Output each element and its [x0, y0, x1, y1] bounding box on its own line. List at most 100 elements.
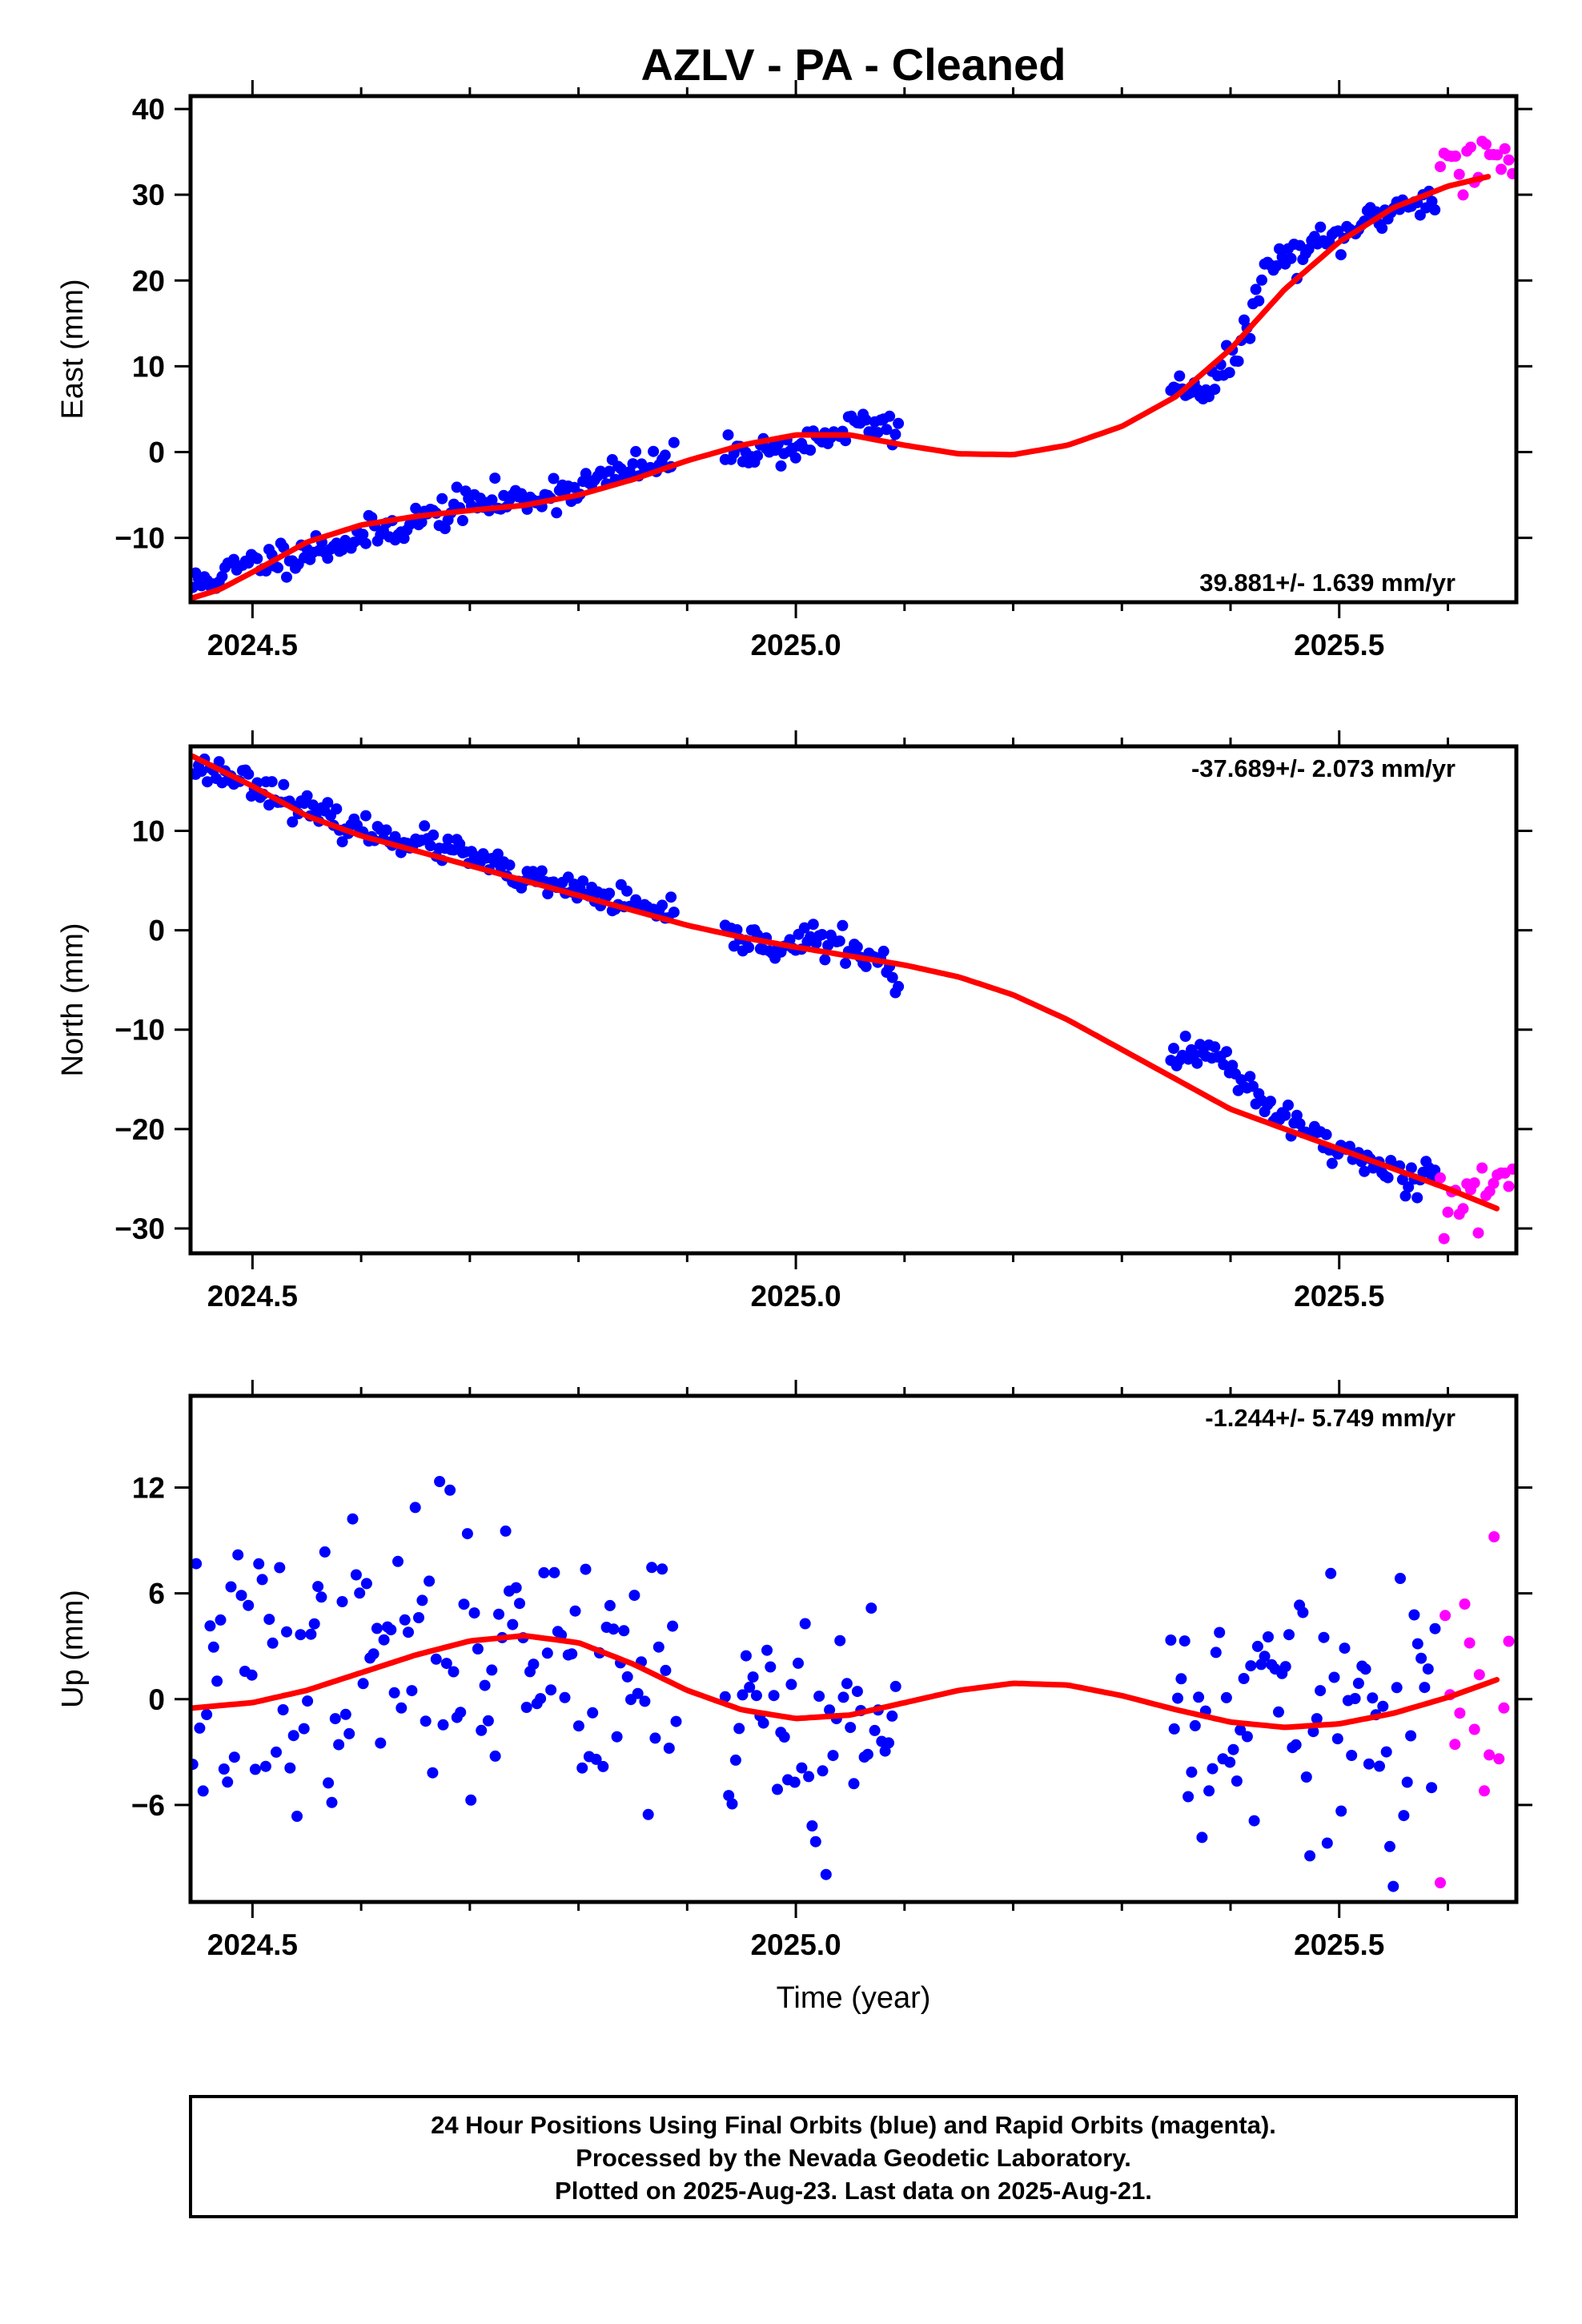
final-orbit-point	[482, 1715, 494, 1727]
final-orbit-point	[1429, 1164, 1441, 1176]
final-orbit-point	[860, 414, 872, 426]
final-orbit-point	[1231, 1775, 1243, 1787]
final-orbit-point	[851, 1686, 863, 1698]
final-orbit-point	[580, 468, 592, 480]
rate-label-north: -37.689+/- 2.073 mm/yr	[1191, 754, 1456, 782]
final-orbit-point	[1174, 370, 1186, 382]
final-orbit-point	[284, 1762, 296, 1774]
final-orbit-point	[1221, 1046, 1232, 1058]
final-orbit-point	[424, 1575, 436, 1587]
final-orbit-point	[380, 824, 392, 836]
final-orbit-point	[375, 1737, 387, 1749]
final-orbit-point	[500, 1525, 512, 1537]
rapid-orbit-point	[1503, 1180, 1515, 1192]
final-orbit-point	[440, 1658, 452, 1670]
final-orbit-point	[468, 1607, 480, 1619]
x-axis-label: Time (year)	[777, 1981, 931, 2015]
y-tick-label: 40	[132, 93, 165, 126]
final-orbit-point	[436, 493, 448, 505]
final-orbit-point	[235, 1590, 247, 1602]
final-orbit-point	[378, 1634, 390, 1646]
final-orbit-point	[359, 537, 371, 549]
rapid-orbit-point	[1459, 1598, 1471, 1610]
final-orbit-point	[504, 859, 516, 871]
final-orbit-point	[1291, 1109, 1303, 1121]
final-orbit-point	[211, 1675, 223, 1687]
final-orbit-point	[1384, 1840, 1395, 1852]
final-orbit-point	[817, 1765, 829, 1777]
rapid-orbit-point	[1435, 1172, 1446, 1184]
rapid-orbit-point	[1435, 1877, 1446, 1888]
final-orbit-point	[1290, 1739, 1302, 1751]
final-orbit-point	[232, 1549, 244, 1561]
final-orbit-point	[604, 887, 616, 899]
final-orbit-point	[541, 1647, 553, 1659]
final-orbit-point	[837, 1691, 849, 1703]
footer-note-box: 24 Hour Positions Using Final Orbits (bl…	[189, 2095, 1518, 2218]
final-orbit-point	[765, 1661, 777, 1673]
final-orbit-point	[1363, 1758, 1375, 1770]
final-orbit-point	[1405, 1162, 1417, 1174]
final-orbit-point	[1193, 1691, 1205, 1703]
final-orbit-point	[333, 1739, 345, 1751]
final-orbit-point	[840, 435, 852, 447]
final-orbit-point	[350, 1569, 362, 1581]
final-orbit-point	[419, 820, 431, 832]
rapid-orbit-point	[1473, 1669, 1485, 1681]
final-orbit-point	[542, 888, 554, 899]
footer-line-2: Processed by the Nevada Geodetic Laborat…	[576, 2144, 1131, 2172]
final-orbit-point	[1307, 1726, 1319, 1738]
final-orbit-point	[1244, 332, 1256, 344]
rapid-orbit-point	[1457, 189, 1469, 201]
final-orbit-point	[646, 1562, 658, 1574]
final-orbit-point	[1405, 1730, 1417, 1742]
final-orbit-point	[442, 833, 454, 845]
x-tick-label: 2025.0	[750, 629, 841, 661]
rate-label-up: -1.244+/- 5.749 mm/yr	[1205, 1404, 1456, 1432]
final-orbit-point	[1382, 1172, 1394, 1184]
final-orbit-point	[253, 1558, 265, 1570]
final-orbit-point	[1399, 1190, 1411, 1202]
final-orbit-point	[580, 1563, 592, 1575]
final-orbit-point	[1253, 295, 1265, 307]
final-orbit-point	[889, 428, 901, 440]
final-orbit-point	[486, 1664, 498, 1676]
final-orbit-point	[1318, 1631, 1330, 1643]
final-orbit-point	[1294, 1118, 1306, 1130]
rapid-orbit-point	[1438, 1232, 1450, 1244]
final-orbit-point	[1265, 1096, 1276, 1108]
final-orbit-point	[439, 523, 451, 534]
plot-area-east	[191, 135, 1516, 601]
rapid-orbit-point	[1493, 1753, 1505, 1765]
final-orbit-point	[883, 1737, 894, 1749]
final-orbit-point	[1168, 1723, 1180, 1735]
final-orbit-point	[642, 1808, 654, 1820]
final-orbit-point	[1279, 1109, 1291, 1121]
final-orbit-point	[590, 1753, 602, 1765]
final-orbit-point	[204, 1620, 216, 1632]
final-orbit-point	[668, 907, 680, 919]
x-tick-label: 2025.0	[750, 1280, 841, 1313]
final-orbit-point	[1179, 1031, 1191, 1042]
final-orbit-point	[587, 1707, 599, 1719]
final-orbit-point	[1285, 252, 1297, 264]
final-orbit-point	[1209, 384, 1221, 396]
final-orbit-point	[886, 1710, 898, 1722]
final-orbit-point	[410, 502, 422, 514]
final-orbit-point	[249, 1763, 261, 1775]
final-orbit-point	[403, 1626, 414, 1638]
final-orbit-point	[1214, 1626, 1226, 1638]
final-orbit-point	[1232, 356, 1244, 368]
final-orbit-point	[455, 1707, 467, 1719]
rapid-orbit-point	[1468, 1177, 1480, 1189]
final-orbit-point	[775, 460, 787, 472]
final-orbit-point	[251, 553, 263, 565]
final-orbit-point	[798, 922, 810, 934]
final-orbit-point	[1165, 1634, 1177, 1646]
final-orbit-point	[630, 445, 642, 457]
final-orbit-point	[747, 1671, 759, 1683]
final-orbit-point	[489, 1750, 501, 1762]
final-orbit-point	[668, 436, 680, 448]
y-tick-label: 20	[132, 264, 165, 297]
